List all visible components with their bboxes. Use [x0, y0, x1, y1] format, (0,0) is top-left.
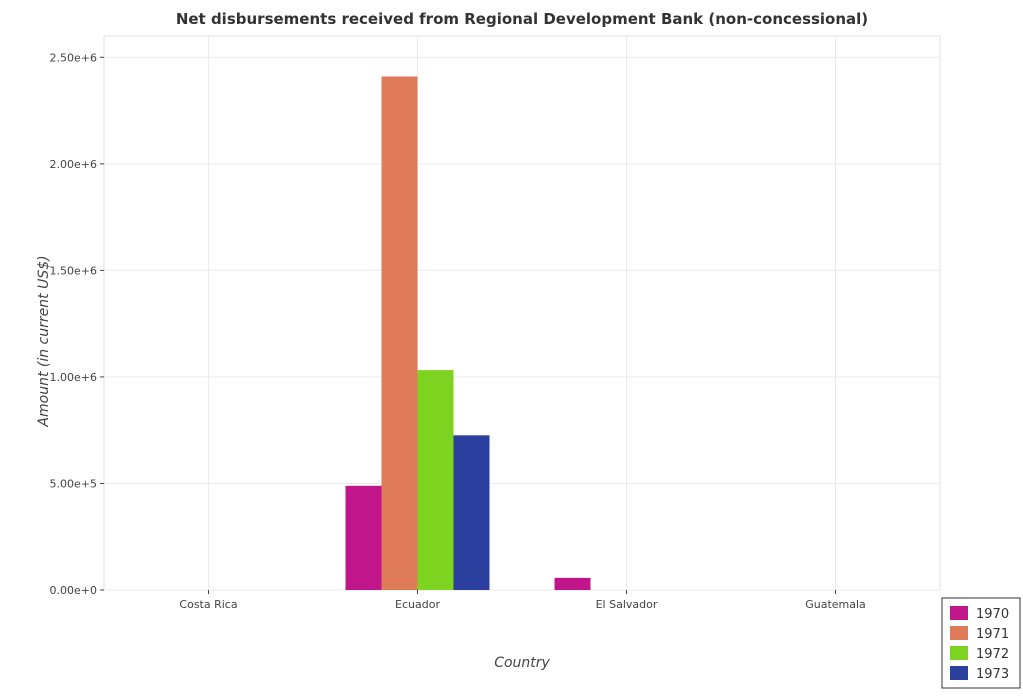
legend-swatch: [950, 606, 968, 620]
bar: [417, 370, 454, 590]
bar: [554, 577, 591, 590]
y-tick-label: 5.00e+5: [50, 477, 97, 490]
y-tick-label: 2.00e+6: [50, 158, 97, 171]
y-tick-label: 1.00e+6: [50, 371, 97, 384]
bar: [381, 76, 418, 590]
x-tick-label: El Salvador: [596, 598, 658, 611]
y-tick-label: 2.50e+6: [50, 51, 97, 64]
legend-label: 1970: [976, 607, 1009, 622]
x-tick-label: Costa Rica: [179, 598, 237, 611]
plot-frame: [103, 35, 941, 591]
bar: [345, 485, 382, 590]
legend-swatch: [950, 666, 968, 680]
chart-title: Net disbursements received from Regional…: [176, 10, 868, 28]
legend-label: 1973: [976, 667, 1009, 682]
legend-swatch: [950, 626, 968, 640]
x-tick-label: Guatemala: [805, 598, 866, 611]
legend: 1970 1971 1972 1973: [941, 597, 1021, 689]
legend-label: 1971: [976, 627, 1009, 642]
y-axis-title: Amount (in current US$): [36, 255, 52, 427]
y-tick-label: 0.00e+0: [50, 584, 97, 597]
bar: [453, 435, 490, 590]
legend-swatch: [950, 646, 968, 660]
legend-label: 1972: [976, 647, 1009, 662]
y-tick-label: 1.50e+6: [50, 264, 97, 277]
plot-area: 0.00e+0 5.00e+5 1.00e+6 1.50e+6 2.00e+6 2.50e…: [50, 35, 941, 611]
x-tick-label: Ecuador: [395, 598, 440, 611]
x-axis-title: Country: [494, 655, 550, 671]
